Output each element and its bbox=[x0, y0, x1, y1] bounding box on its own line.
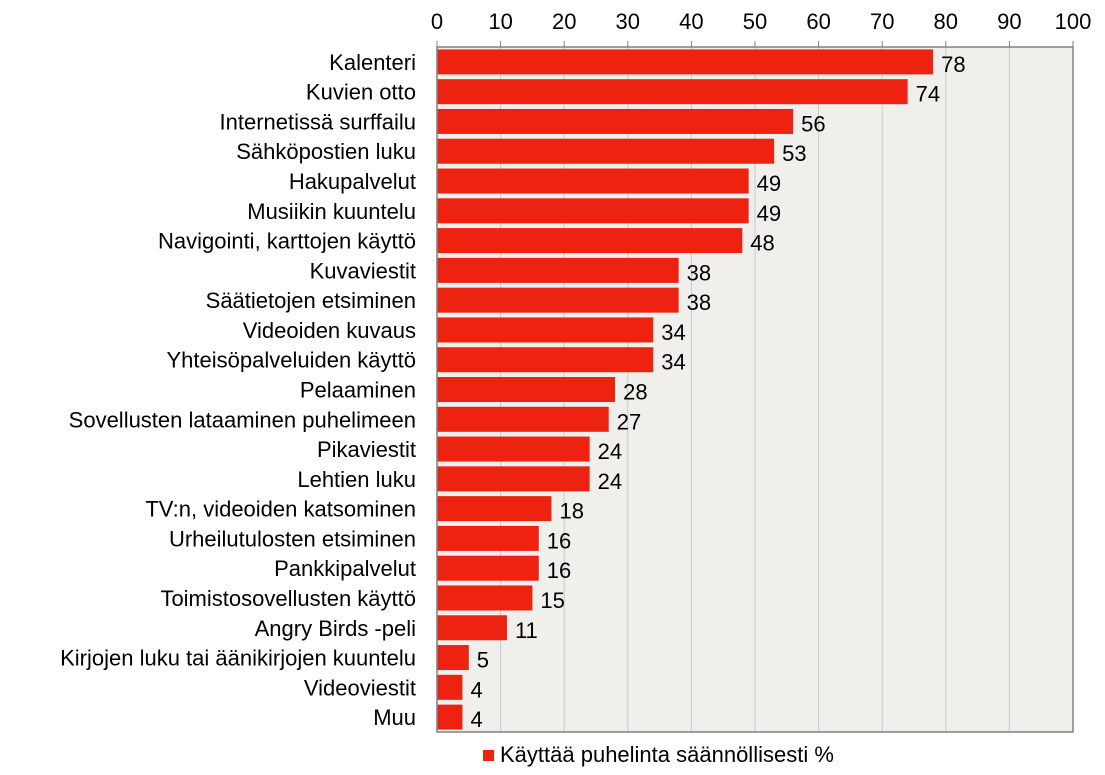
category-label: Kuvien otto bbox=[306, 80, 416, 105]
category-label: Säätietojen etsiminen bbox=[206, 288, 416, 313]
category-label: Pankkipalvelut bbox=[274, 556, 416, 581]
bars bbox=[437, 49, 934, 730]
bar bbox=[437, 228, 743, 254]
bar bbox=[437, 347, 654, 373]
data-label: 4 bbox=[470, 707, 482, 732]
data-label: 38 bbox=[687, 290, 711, 315]
category-label: Toimistosovellusten käyttö bbox=[160, 586, 416, 611]
category-label: Navigointi, karttojen käyttö bbox=[158, 229, 416, 254]
category-labels: Kalenteri Kuvien otto Internetissä surffai… bbox=[60, 50, 416, 730]
data-label: 24 bbox=[598, 469, 622, 494]
category-label: Sähköpostien luku bbox=[236, 139, 416, 164]
x-axis-ticks: 0 10 20 30 40 50 60 70 80 90 100 bbox=[431, 9, 1091, 47]
legend-swatch bbox=[483, 749, 494, 761]
bar bbox=[437, 198, 749, 224]
category-label: Internetissä surffailu bbox=[220, 109, 416, 134]
data-label: 18 bbox=[559, 499, 583, 524]
data-label: 34 bbox=[661, 320, 685, 345]
category-label: Muu bbox=[373, 705, 416, 730]
bar bbox=[437, 79, 908, 105]
category-label: Kalenteri bbox=[329, 50, 416, 75]
bar bbox=[437, 108, 794, 134]
data-label: 49 bbox=[757, 171, 781, 196]
value-labels: 7874565349494838383434282724241816161511… bbox=[470, 52, 965, 732]
bar bbox=[437, 674, 463, 700]
bar bbox=[437, 287, 679, 313]
bar bbox=[437, 168, 749, 194]
data-label: 49 bbox=[757, 201, 781, 226]
legend: Käyttää puhelinta säännöllisesti % bbox=[483, 742, 834, 768]
x-tick-label: 70 bbox=[870, 9, 894, 34]
x-tick-label: 40 bbox=[679, 9, 703, 34]
data-label: 11 bbox=[515, 618, 538, 643]
data-label: 53 bbox=[782, 141, 806, 166]
category-label: Videoviestit bbox=[304, 675, 416, 700]
x-tick-label: 50 bbox=[743, 9, 767, 34]
bar bbox=[437, 615, 507, 641]
category-label: Videoiden kuvaus bbox=[243, 318, 416, 343]
bar bbox=[437, 406, 609, 432]
bar bbox=[437, 377, 616, 402]
bar bbox=[437, 49, 934, 75]
x-tick-label: 60 bbox=[806, 9, 830, 34]
category-label: Yhteisöpalveluiden käyttö bbox=[167, 348, 417, 373]
data-label: 78 bbox=[941, 52, 965, 77]
data-label: 4 bbox=[470, 677, 482, 702]
data-label: 56 bbox=[801, 111, 825, 136]
category-label: Kirjojen luku tai äänikirjojen kuuntelu bbox=[60, 646, 416, 671]
category-label: Pikaviestit bbox=[317, 437, 416, 462]
bar bbox=[437, 317, 654, 343]
category-label: Pelaaminen bbox=[300, 378, 416, 403]
bar bbox=[437, 704, 463, 730]
data-label: 5 bbox=[477, 648, 489, 673]
x-tick-label: 90 bbox=[997, 9, 1021, 34]
data-label: 74 bbox=[916, 82, 940, 107]
x-tick-label: 30 bbox=[616, 9, 640, 34]
bar bbox=[437, 585, 533, 611]
category-label: Hakupalvelut bbox=[289, 169, 416, 194]
data-label: 16 bbox=[547, 528, 571, 553]
bar bbox=[437, 436, 590, 462]
x-tick-label: 10 bbox=[488, 9, 512, 34]
category-label: Lehtien luku bbox=[297, 467, 416, 492]
data-label: 28 bbox=[623, 380, 647, 405]
category-label: Sovellusten lataaminen puhelimeen bbox=[69, 407, 416, 432]
x-tick-label: 80 bbox=[934, 9, 958, 34]
data-label: 38 bbox=[687, 260, 711, 285]
data-label: 16 bbox=[547, 558, 571, 583]
category-label: TV:n, videoiden katsominen bbox=[145, 497, 416, 522]
data-label: 15 bbox=[540, 588, 564, 613]
bar bbox=[437, 645, 469, 671]
data-label: 24 bbox=[598, 439, 622, 464]
plot-border bbox=[436, 46, 1074, 733]
data-label: 48 bbox=[750, 231, 774, 256]
category-label: Angry Birds -peli bbox=[255, 616, 416, 641]
bar bbox=[437, 555, 539, 581]
bar bbox=[437, 257, 679, 283]
bar bbox=[437, 466, 590, 492]
data-label: 34 bbox=[661, 350, 685, 375]
bar bbox=[437, 525, 539, 551]
x-tick-label: 20 bbox=[552, 9, 576, 34]
x-tick-label: 0 bbox=[431, 9, 443, 34]
category-label: Musiikin kuuntelu bbox=[247, 199, 416, 224]
bar bbox=[437, 138, 775, 164]
legend-label: Käyttää puhelinta säännöllisesti % bbox=[500, 742, 834, 767]
category-label: Urheilutulosten etsiminen bbox=[169, 526, 416, 551]
data-label: 27 bbox=[617, 409, 641, 434]
category-label: Kuvaviestit bbox=[310, 258, 416, 283]
x-tick-label: 100 bbox=[1055, 9, 1092, 34]
bar bbox=[437, 496, 552, 522]
